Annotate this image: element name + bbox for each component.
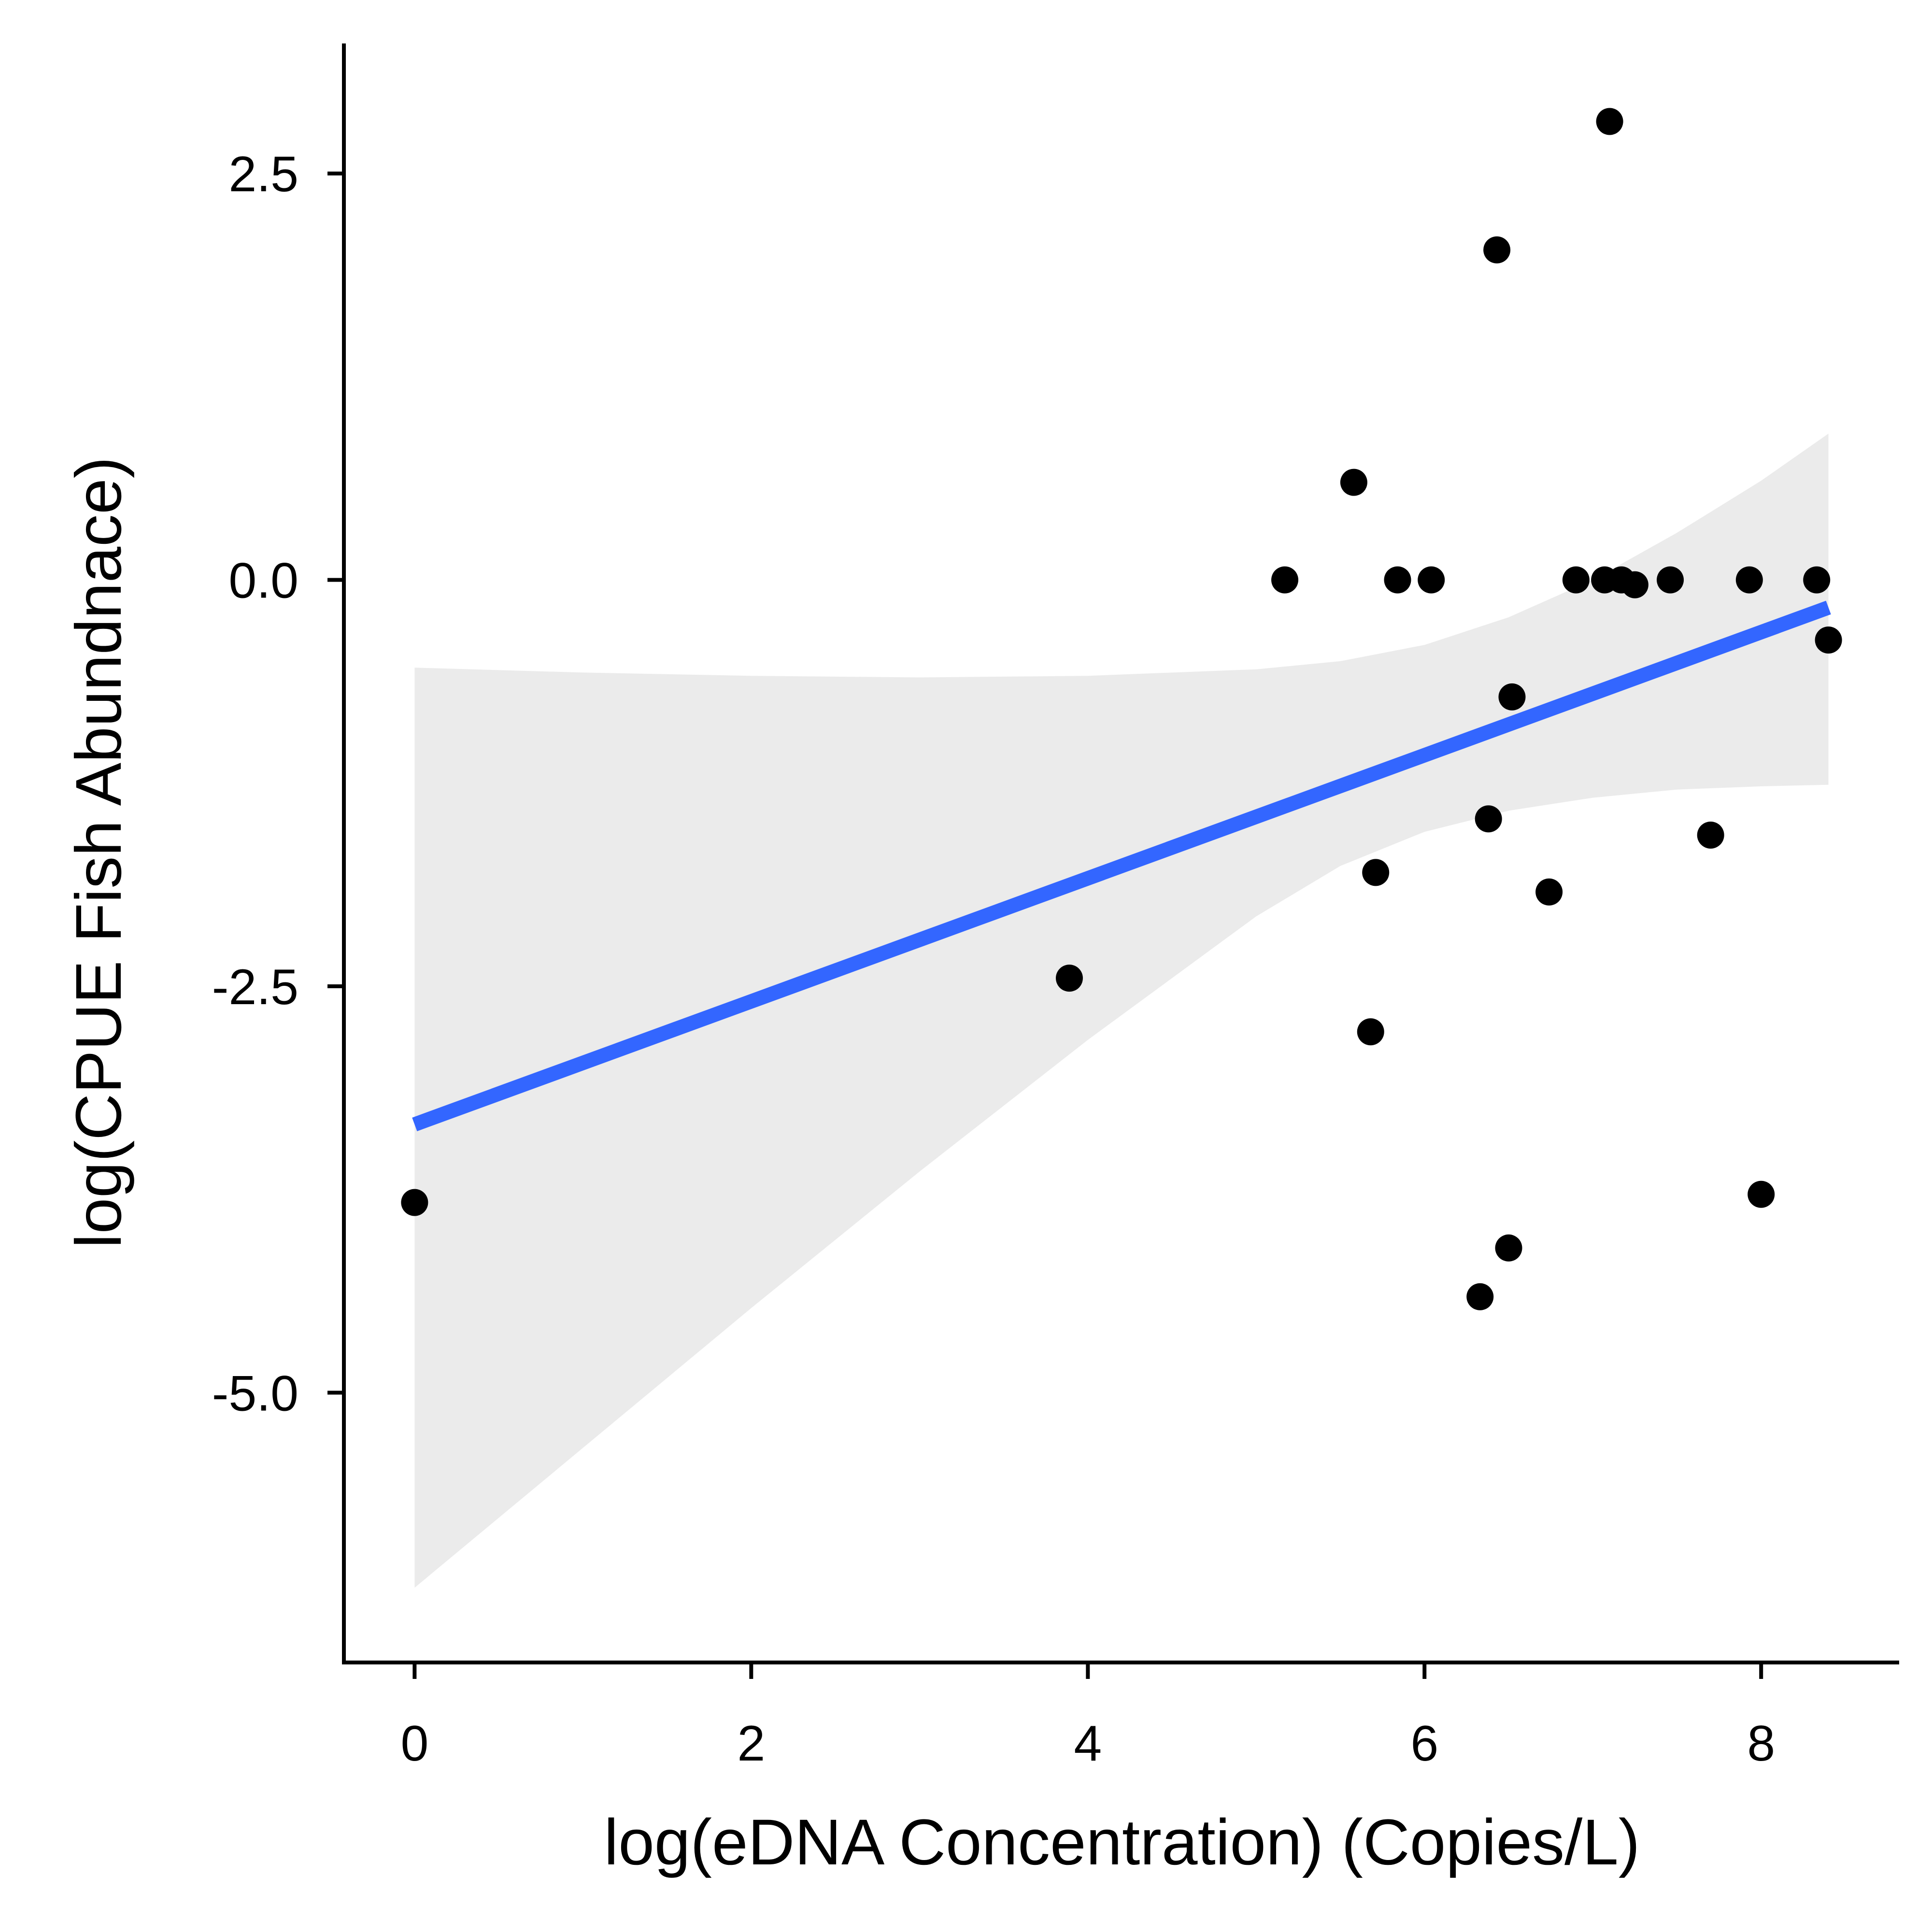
data-point: [1596, 108, 1623, 135]
x-ticks: 0 2 4 6 8: [400, 1662, 1775, 1772]
data-point: [1357, 1018, 1384, 1046]
data-point: [401, 1189, 428, 1216]
data-point: [1803, 566, 1831, 594]
data-point: [1735, 566, 1763, 594]
y-tick-label: 2.5: [228, 146, 298, 202]
fit-line-layer: [412, 600, 1831, 1132]
data-point: [1475, 805, 1502, 833]
x-tick-label: 4: [1074, 1716, 1102, 1772]
x-tick-label: 8: [1747, 1716, 1775, 1772]
data-point: [1657, 566, 1684, 594]
y-axis-title: log(CPUE Fish Abundnace): [63, 457, 135, 1249]
y-tick-label: 0.0: [228, 553, 298, 609]
x-tick-label: 2: [737, 1716, 765, 1772]
data-point: [1384, 566, 1411, 594]
data-point: [1535, 878, 1563, 906]
data-point: [1495, 1234, 1522, 1262]
x-tick-label: 6: [1410, 1716, 1438, 1772]
data-point: [1362, 859, 1390, 886]
data-point: [1815, 626, 1842, 654]
regression-line: [412, 600, 1831, 1132]
data-point: [1418, 566, 1445, 594]
data-point: [1562, 566, 1590, 594]
confidence-band: [414, 433, 1829, 1588]
y-tick-label: -5.0: [212, 1365, 298, 1421]
data-point: [1483, 236, 1511, 264]
data-point: [1466, 1283, 1494, 1310]
y-ticks: 2.5 0.0 -2.5 -5.0: [212, 146, 344, 1421]
points-layer: [401, 108, 1842, 1310]
data-point: [1271, 566, 1299, 594]
data-point: [1055, 965, 1083, 992]
x-axis-title: log(eDNA Concentration) (Copies/L): [604, 1806, 1640, 1878]
confidence-band-layer: [414, 433, 1829, 1588]
y-tick-label: -2.5: [212, 959, 298, 1015]
data-point: [1621, 571, 1648, 598]
data-point: [1697, 821, 1724, 849]
x-tick-label: 0: [400, 1716, 428, 1772]
data-point: [1747, 1180, 1775, 1208]
data-point: [1340, 469, 1367, 496]
data-point: [1498, 683, 1526, 710]
